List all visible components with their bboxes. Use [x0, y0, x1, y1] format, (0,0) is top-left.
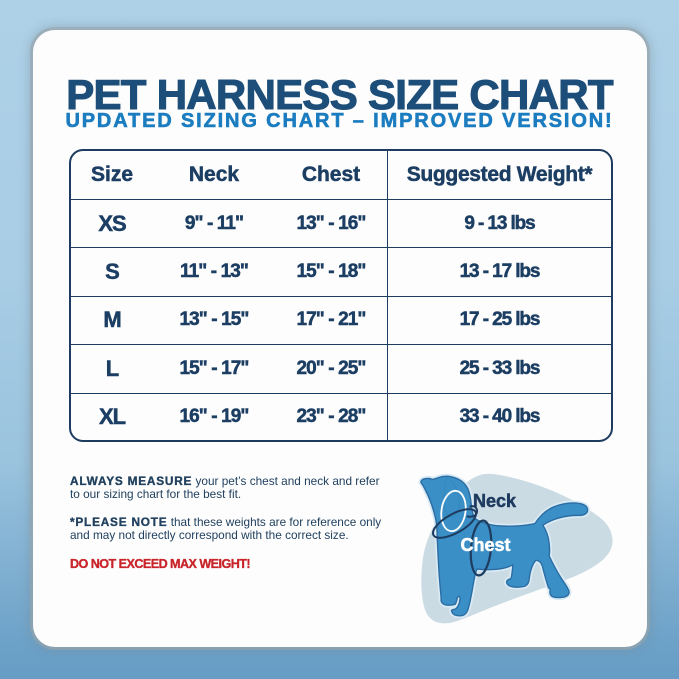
svg-text:Chest: Chest	[461, 535, 511, 555]
svg-text:Neck: Neck	[473, 491, 517, 511]
